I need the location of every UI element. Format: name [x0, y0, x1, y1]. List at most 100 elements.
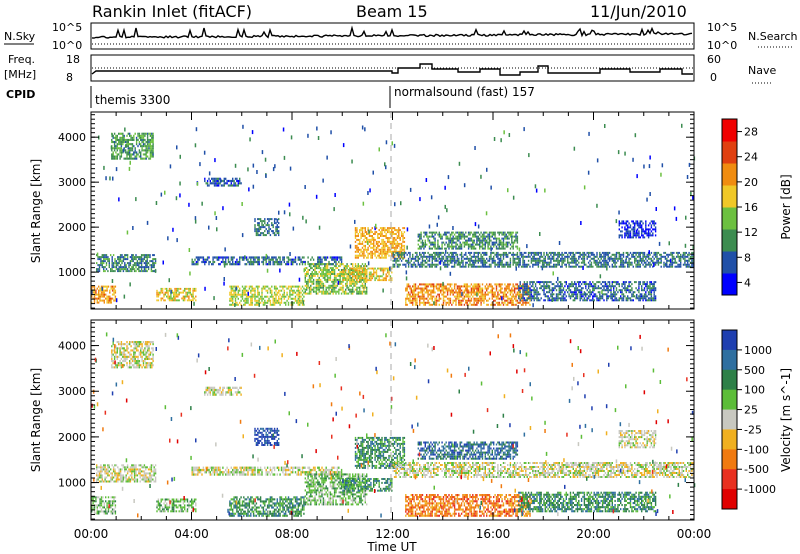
echo-cell	[490, 283, 491, 285]
echo-cell	[289, 294, 290, 296]
echo-cell	[324, 279, 325, 281]
echo-cell	[464, 296, 465, 298]
echo-cell	[335, 267, 336, 269]
echo-cell	[422, 296, 423, 298]
echo-cell	[545, 285, 546, 287]
echo-cell	[550, 281, 551, 283]
echo-cell	[271, 256, 272, 258]
echo-cell	[451, 283, 452, 285]
echo-cell	[377, 237, 378, 239]
echo-cell	[546, 281, 547, 283]
echo-cell	[367, 257, 368, 259]
echo-cell	[461, 232, 462, 234]
echo-cell	[273, 298, 274, 300]
echo-cell	[342, 289, 343, 291]
echo-cell	[120, 254, 121, 256]
echo-cell	[564, 258, 565, 260]
nsky-label: N.Sky	[4, 30, 36, 43]
echo-cell	[508, 264, 509, 266]
echo-cell	[118, 153, 119, 155]
echo-cell	[480, 236, 481, 238]
echo-cell	[460, 290, 461, 292]
echo-cell	[144, 135, 145, 137]
echo-cell	[369, 253, 370, 255]
echo-cell	[577, 252, 578, 254]
echo-cell	[121, 151, 122, 153]
echo-cell	[543, 262, 544, 264]
echo-cell	[478, 258, 479, 260]
echo-cell	[416, 254, 417, 256]
echo-cell	[443, 258, 444, 260]
echo-cell	[549, 262, 550, 264]
echo-cell	[257, 256, 258, 258]
echo-cell	[114, 266, 115, 268]
echo-cell	[122, 135, 123, 137]
echo-cell	[594, 289, 595, 291]
echo-cell	[128, 158, 129, 160]
echo-cell	[448, 298, 449, 300]
echo-cell	[200, 256, 201, 258]
echo-cell	[139, 143, 140, 145]
echo-cell	[658, 260, 659, 262]
echo-cell	[591, 283, 592, 285]
echo-cell	[631, 264, 632, 266]
echo-cell	[499, 234, 500, 236]
echo-cell	[319, 259, 320, 261]
echo-cell	[359, 287, 360, 289]
echo-cell	[121, 266, 122, 268]
echo-cell	[145, 256, 146, 258]
echo-cell	[323, 269, 324, 271]
echo-cell	[575, 285, 576, 287]
echo-cell	[274, 300, 275, 302]
echo-cell	[489, 238, 490, 240]
echo-cell	[416, 288, 417, 290]
echo-cell	[135, 256, 136, 258]
echo-cell	[150, 149, 151, 151]
echo-cell	[372, 237, 373, 239]
echo-cell	[376, 273, 377, 275]
echo-cell	[425, 232, 426, 234]
echo-cell	[415, 266, 416, 268]
echo-cell	[419, 258, 420, 260]
echo-cell	[327, 267, 328, 269]
echo-cell	[323, 287, 324, 289]
echo-cell	[517, 285, 518, 287]
echo-cell	[485, 240, 486, 242]
echo-cell	[510, 290, 511, 292]
echo-cell	[422, 292, 423, 294]
echo-cell	[672, 262, 673, 264]
echo-cell	[661, 262, 662, 264]
echo-cell	[346, 293, 347, 295]
echo-cell	[578, 283, 579, 285]
echo-cell	[352, 287, 353, 289]
echo-cell	[337, 267, 338, 269]
echo-cell	[499, 298, 500, 300]
echo-cell	[328, 279, 329, 281]
echo-cell	[529, 293, 530, 295]
echo-cell	[126, 156, 127, 158]
echo-cell	[503, 254, 504, 256]
echo-cell	[662, 256, 663, 258]
echo-cell	[467, 285, 468, 287]
echo-cell	[420, 288, 421, 290]
echo-cell	[367, 239, 368, 241]
echo-cell	[560, 287, 561, 289]
echo-cell	[253, 294, 254, 296]
echo-cell	[387, 245, 388, 247]
echo-cell	[330, 256, 331, 258]
echo-cell	[574, 258, 575, 260]
echo-cell	[601, 256, 602, 258]
echo-cell	[140, 156, 141, 158]
echo-cell	[348, 270, 349, 272]
echo-cell	[384, 253, 385, 255]
echo-cell	[373, 268, 374, 270]
echo-cell	[582, 254, 583, 256]
echo-cell	[584, 256, 585, 258]
echo-cell	[194, 263, 195, 265]
echo-cell	[496, 296, 497, 298]
echo-cell	[380, 227, 381, 229]
echo-cell	[151, 137, 152, 139]
echo-cell	[407, 296, 408, 298]
echo-cell	[256, 256, 257, 258]
echo-cell	[366, 265, 367, 267]
